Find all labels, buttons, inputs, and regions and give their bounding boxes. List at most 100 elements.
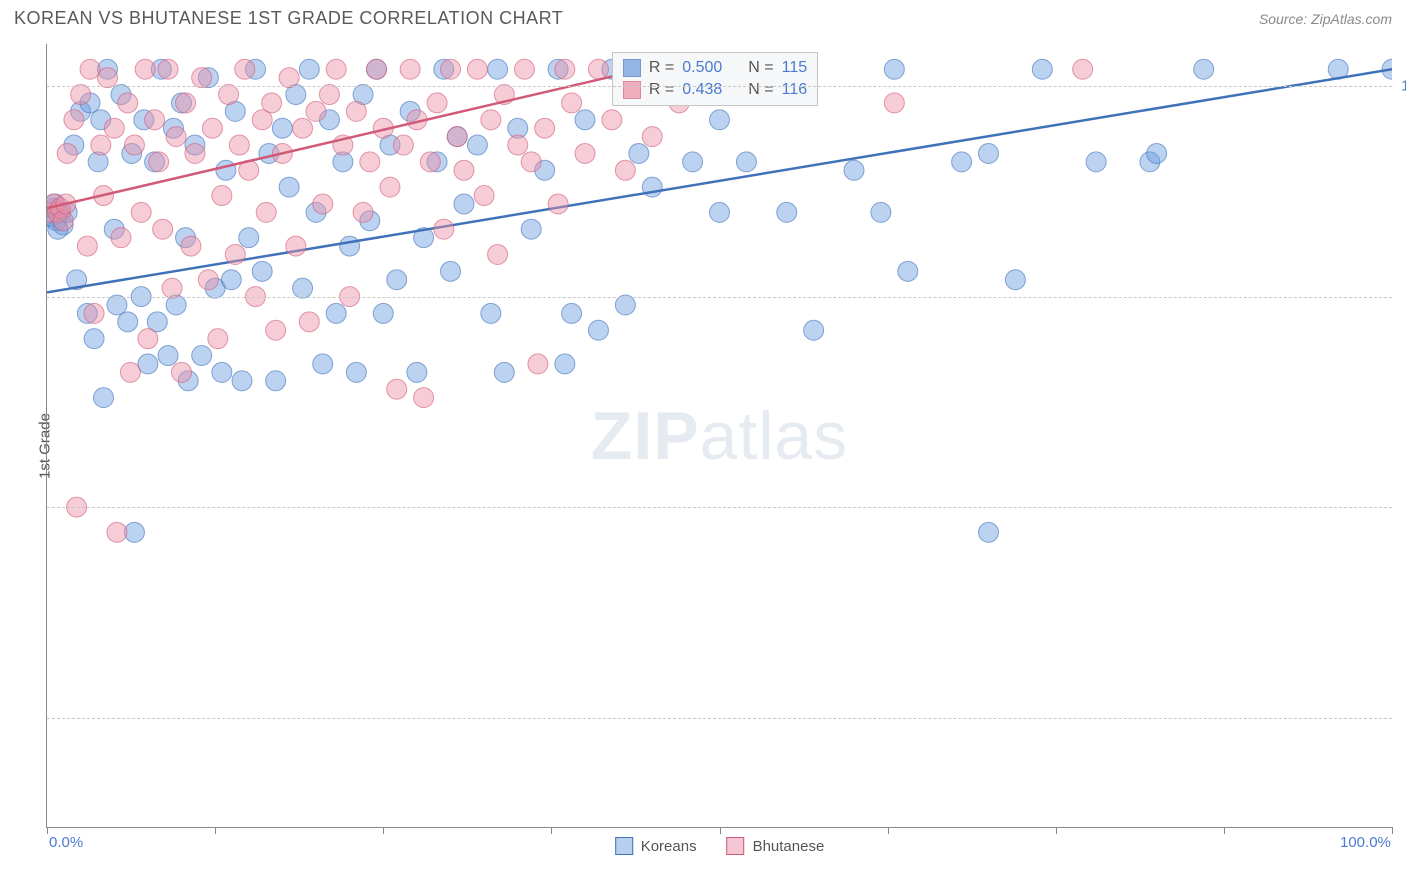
data-point — [380, 177, 400, 197]
data-point — [575, 110, 595, 130]
correlation-stats-box: R =0.500N =115R =0.438N =116 — [612, 52, 818, 106]
data-point — [736, 152, 756, 172]
legend-swatch — [623, 81, 641, 99]
data-point — [642, 127, 662, 147]
data-point — [208, 329, 228, 349]
data-point — [346, 101, 366, 121]
x-tick — [1224, 827, 1225, 834]
data-point — [279, 177, 299, 197]
data-point — [952, 152, 972, 172]
data-point — [306, 101, 326, 121]
data-point — [467, 135, 487, 155]
data-point — [353, 202, 373, 222]
data-point — [884, 93, 904, 113]
data-point — [777, 202, 797, 222]
data-point — [84, 329, 104, 349]
data-point — [91, 135, 111, 155]
data-point — [145, 110, 165, 130]
x-tick — [383, 827, 384, 834]
r-label: R = — [649, 59, 674, 77]
gridline — [47, 718, 1392, 719]
data-point — [131, 202, 151, 222]
gridline — [47, 86, 1392, 87]
data-point — [481, 303, 501, 323]
data-point — [77, 236, 97, 256]
data-point — [212, 362, 232, 382]
data-point — [118, 93, 138, 113]
data-point — [427, 93, 447, 113]
data-point — [481, 110, 501, 130]
data-point — [360, 152, 380, 172]
data-point — [454, 194, 474, 214]
data-point — [239, 228, 259, 248]
data-point — [293, 118, 313, 138]
x-tick — [47, 827, 48, 834]
data-point — [804, 320, 824, 340]
x-tick — [720, 827, 721, 834]
data-point — [710, 110, 730, 130]
data-point — [64, 110, 84, 130]
data-point — [166, 127, 186, 147]
x-tick-label: 0.0% — [49, 834, 83, 851]
data-point — [181, 236, 201, 256]
data-point — [111, 228, 131, 248]
data-point — [84, 303, 104, 323]
data-point — [80, 59, 100, 79]
data-point — [299, 59, 319, 79]
data-point — [138, 354, 158, 374]
data-point — [393, 135, 413, 155]
x-tick — [1392, 827, 1393, 834]
data-point — [192, 68, 212, 88]
data-point — [1073, 59, 1093, 79]
data-point — [420, 152, 440, 172]
data-point — [1194, 59, 1214, 79]
data-point — [319, 85, 339, 105]
data-point — [104, 118, 124, 138]
data-point — [615, 295, 635, 315]
data-point — [884, 59, 904, 79]
data-point — [521, 152, 541, 172]
data-point — [555, 59, 575, 79]
data-point — [400, 59, 420, 79]
data-point — [158, 59, 178, 79]
data-point — [562, 93, 582, 113]
n-value: 115 — [782, 59, 808, 77]
data-point — [488, 244, 508, 264]
data-point — [1086, 152, 1106, 172]
data-point — [192, 346, 212, 366]
source-attribution: Source: ZipAtlas.com — [1259, 11, 1392, 27]
data-point — [602, 110, 622, 130]
x-tick-label: 100.0% — [1340, 834, 1391, 851]
data-point — [575, 143, 595, 163]
data-point — [225, 244, 245, 264]
data-point — [299, 312, 319, 332]
data-point — [441, 59, 461, 79]
data-point — [232, 371, 252, 391]
data-point — [235, 59, 255, 79]
legend-swatch — [623, 59, 641, 77]
data-point — [107, 295, 127, 315]
data-point — [256, 202, 276, 222]
data-point — [615, 160, 635, 180]
data-point — [373, 303, 393, 323]
n-value: 116 — [782, 81, 808, 99]
y-tick-label: 95.0% — [1398, 499, 1406, 516]
trend-line — [47, 61, 679, 208]
data-point — [124, 135, 144, 155]
legend-swatch — [615, 837, 633, 855]
r-value: 0.438 — [682, 81, 722, 99]
data-point — [898, 261, 918, 281]
legend-label: Koreans — [641, 838, 697, 855]
data-point — [441, 261, 461, 281]
data-point — [326, 303, 346, 323]
data-point — [562, 303, 582, 323]
data-point — [521, 219, 541, 239]
r-label: R = — [649, 81, 674, 99]
data-point — [844, 160, 864, 180]
data-point — [447, 127, 467, 147]
data-point — [387, 270, 407, 290]
data-point — [216, 160, 236, 180]
data-point — [414, 388, 434, 408]
data-point — [172, 362, 192, 382]
data-point — [340, 236, 360, 256]
